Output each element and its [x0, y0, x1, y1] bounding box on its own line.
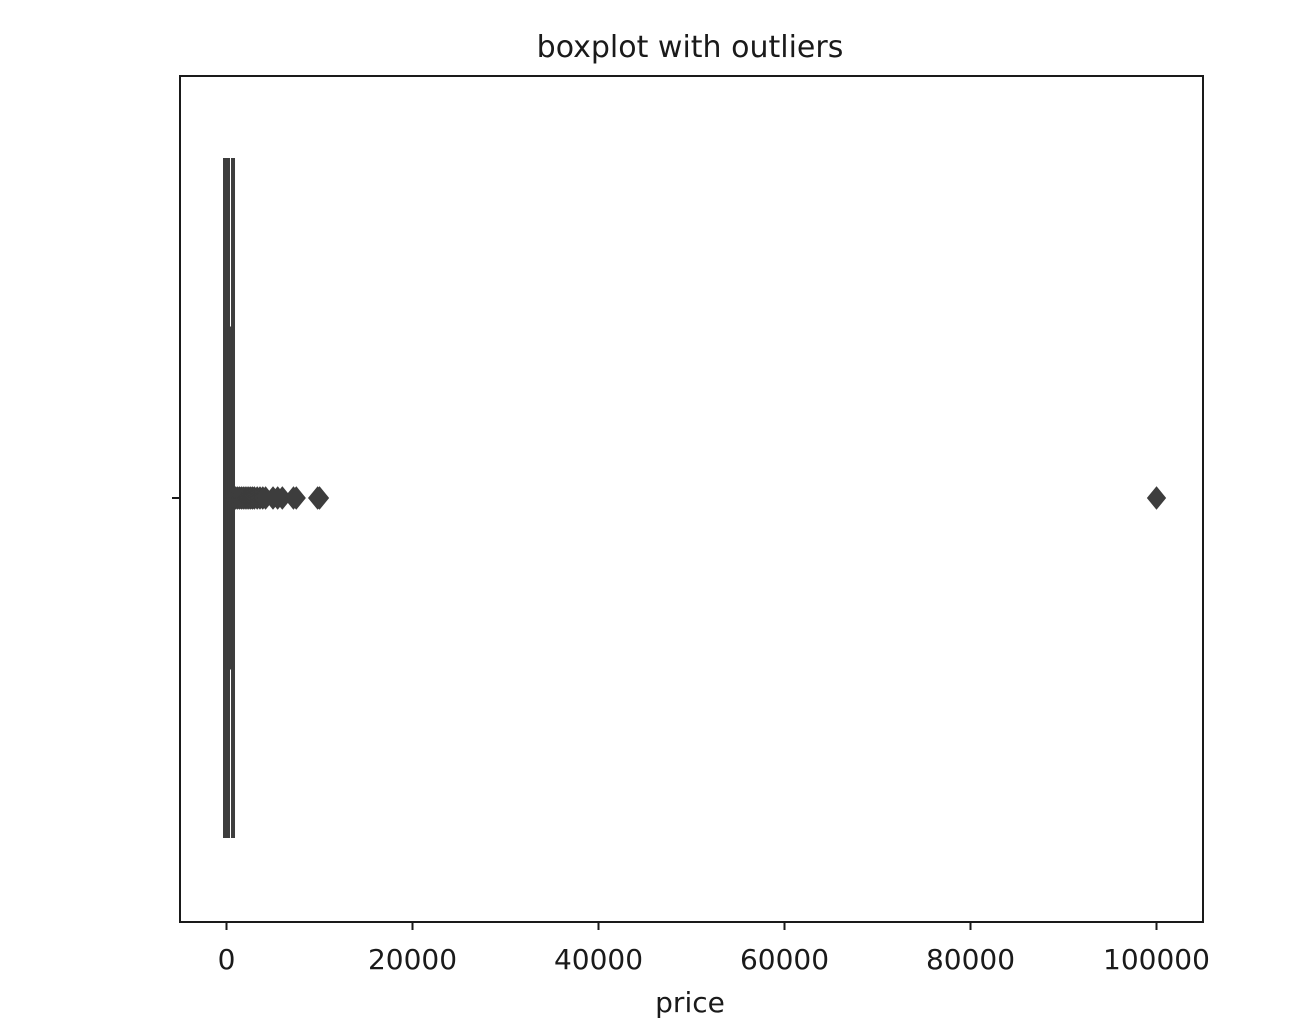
x-tick-label: 100000 — [1103, 943, 1210, 976]
x-axis: 0 20000 40000 60000 80000 100000 — [218, 922, 1210, 976]
x-tick-label: 60000 — [740, 943, 829, 976]
outlier-point — [309, 486, 330, 510]
x-tick-label: 80000 — [926, 943, 1015, 976]
x-tick-label: 0 — [218, 943, 236, 976]
plot-area — [223, 158, 1167, 838]
x-tick-label: 20000 — [368, 943, 457, 976]
outlier-point — [1146, 486, 1167, 510]
x-tick-label: 40000 — [554, 943, 643, 976]
x-axis-label: price — [655, 986, 725, 1019]
outlier-point — [286, 486, 306, 510]
chart-title: boxplot with outliers — [537, 30, 844, 65]
axes-frame — [179, 75, 1204, 923]
